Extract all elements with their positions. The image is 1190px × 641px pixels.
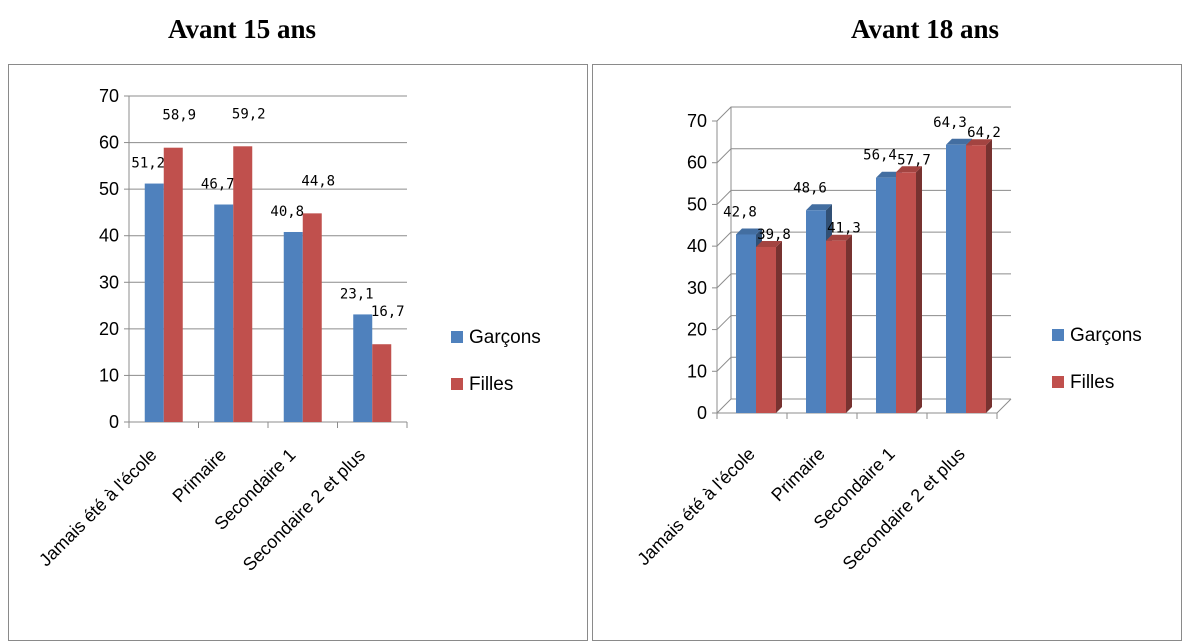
data-label: 64,2 [967, 125, 1001, 141]
bar [144, 183, 164, 422]
bar-top [736, 228, 762, 235]
x-category-label: Jamais été à l'école [633, 444, 759, 570]
y-tick-label: 0 [697, 403, 707, 423]
y-tick-label: 60 [99, 133, 119, 153]
data-label: 42,8 [723, 204, 757, 220]
data-label: 41,3 [827, 221, 861, 237]
y-tick-label: 10 [99, 365, 119, 385]
bar [214, 204, 234, 422]
data-label: 40,8 [270, 204, 304, 220]
bar [756, 246, 776, 413]
bar [806, 210, 826, 413]
data-label: 57,7 [897, 152, 931, 168]
chart-title-avant-18: Avant 18 ans [851, 14, 1000, 44]
chart-title-avant-15: Avant 15 ans [168, 14, 317, 44]
bar-top [896, 166, 922, 173]
bar-top [756, 240, 782, 247]
y-tick-label: 30 [687, 278, 707, 298]
legend-label: Garçons [1070, 325, 1142, 346]
bar [233, 146, 253, 422]
bar [372, 344, 392, 422]
bar-side [986, 139, 992, 413]
bar-top [946, 138, 972, 145]
y-tick-label: 70 [687, 111, 707, 131]
bar-top [876, 171, 902, 178]
legend-swatch [451, 331, 463, 343]
data-label: 56,4 [863, 148, 897, 164]
bar [966, 145, 986, 413]
bar [896, 172, 916, 413]
bar [163, 147, 183, 422]
x-category-label: Primaire [767, 444, 829, 506]
data-label: 58,9 [162, 108, 196, 124]
legend-swatch [451, 378, 463, 390]
y-tick-label: 40 [687, 236, 707, 256]
x-category-label: Secondaire 2 et plus [839, 444, 969, 574]
y-tick-label: 60 [687, 153, 707, 173]
gridline [716, 106, 1011, 122]
y-tick-label: 30 [99, 272, 119, 292]
bar [946, 144, 966, 413]
data-label: 51,2 [131, 156, 165, 172]
y-tick-label: 50 [99, 179, 119, 199]
bar [302, 213, 322, 422]
legend-label: Garçons [469, 327, 541, 348]
x-category-label: Secondaire 2 et plus [239, 445, 369, 575]
legend-label: Filles [1070, 372, 1114, 393]
bar-chart-avant-15: 0 10 20 30 40 50 60 70 51,2 58,9 Jamais été à l'éc… [35, 86, 541, 575]
y-tick-label: 20 [99, 319, 119, 339]
y-tick-label: 0 [109, 412, 119, 432]
bar [826, 240, 846, 413]
bar [353, 314, 373, 422]
x-category-label: Primaire [169, 445, 231, 507]
chart-panel-avant-18: 0 10 20 30 40 50 60 70 42,8 39,8 Jamais été à l'éc… [592, 64, 1182, 641]
data-label: 64,3 [933, 115, 967, 131]
data-label: 44,8 [301, 173, 335, 189]
data-label: 39,8 [757, 227, 791, 243]
y-tick-label: 20 [687, 320, 707, 340]
legend-swatch [1052, 329, 1064, 341]
legend-swatch [1052, 376, 1064, 388]
data-label: 23,1 [340, 286, 374, 302]
data-label: 59,2 [232, 106, 266, 122]
y-tick-label: 70 [99, 86, 119, 106]
bar-top [966, 139, 992, 146]
y-tick-label: 10 [687, 361, 707, 381]
bar-top [826, 234, 852, 241]
data-label: 48,6 [793, 180, 827, 196]
bar [283, 231, 303, 422]
data-label: 46,7 [201, 177, 235, 193]
bar-side [846, 234, 852, 413]
chart-panel-avant-15: 0 10 20 30 40 50 60 70 51,2 58,9 Jamais été à l'éc… [8, 64, 588, 641]
bar [736, 234, 756, 413]
legend-label: Filles [469, 374, 513, 395]
x-category-label: Jamais été à l'école [35, 445, 161, 571]
bar-chart-avant-18: 0 10 20 30 40 50 60 70 42,839,8 Jamais été à l'éc… [633, 106, 1142, 574]
y-tick-label: 50 [687, 194, 707, 214]
y-tick-label: 40 [99, 226, 119, 246]
bar [876, 177, 896, 413]
bar-side [776, 240, 782, 413]
bar-top [806, 204, 832, 211]
data-label: 16,7 [371, 304, 405, 320]
bar-side [916, 166, 922, 413]
